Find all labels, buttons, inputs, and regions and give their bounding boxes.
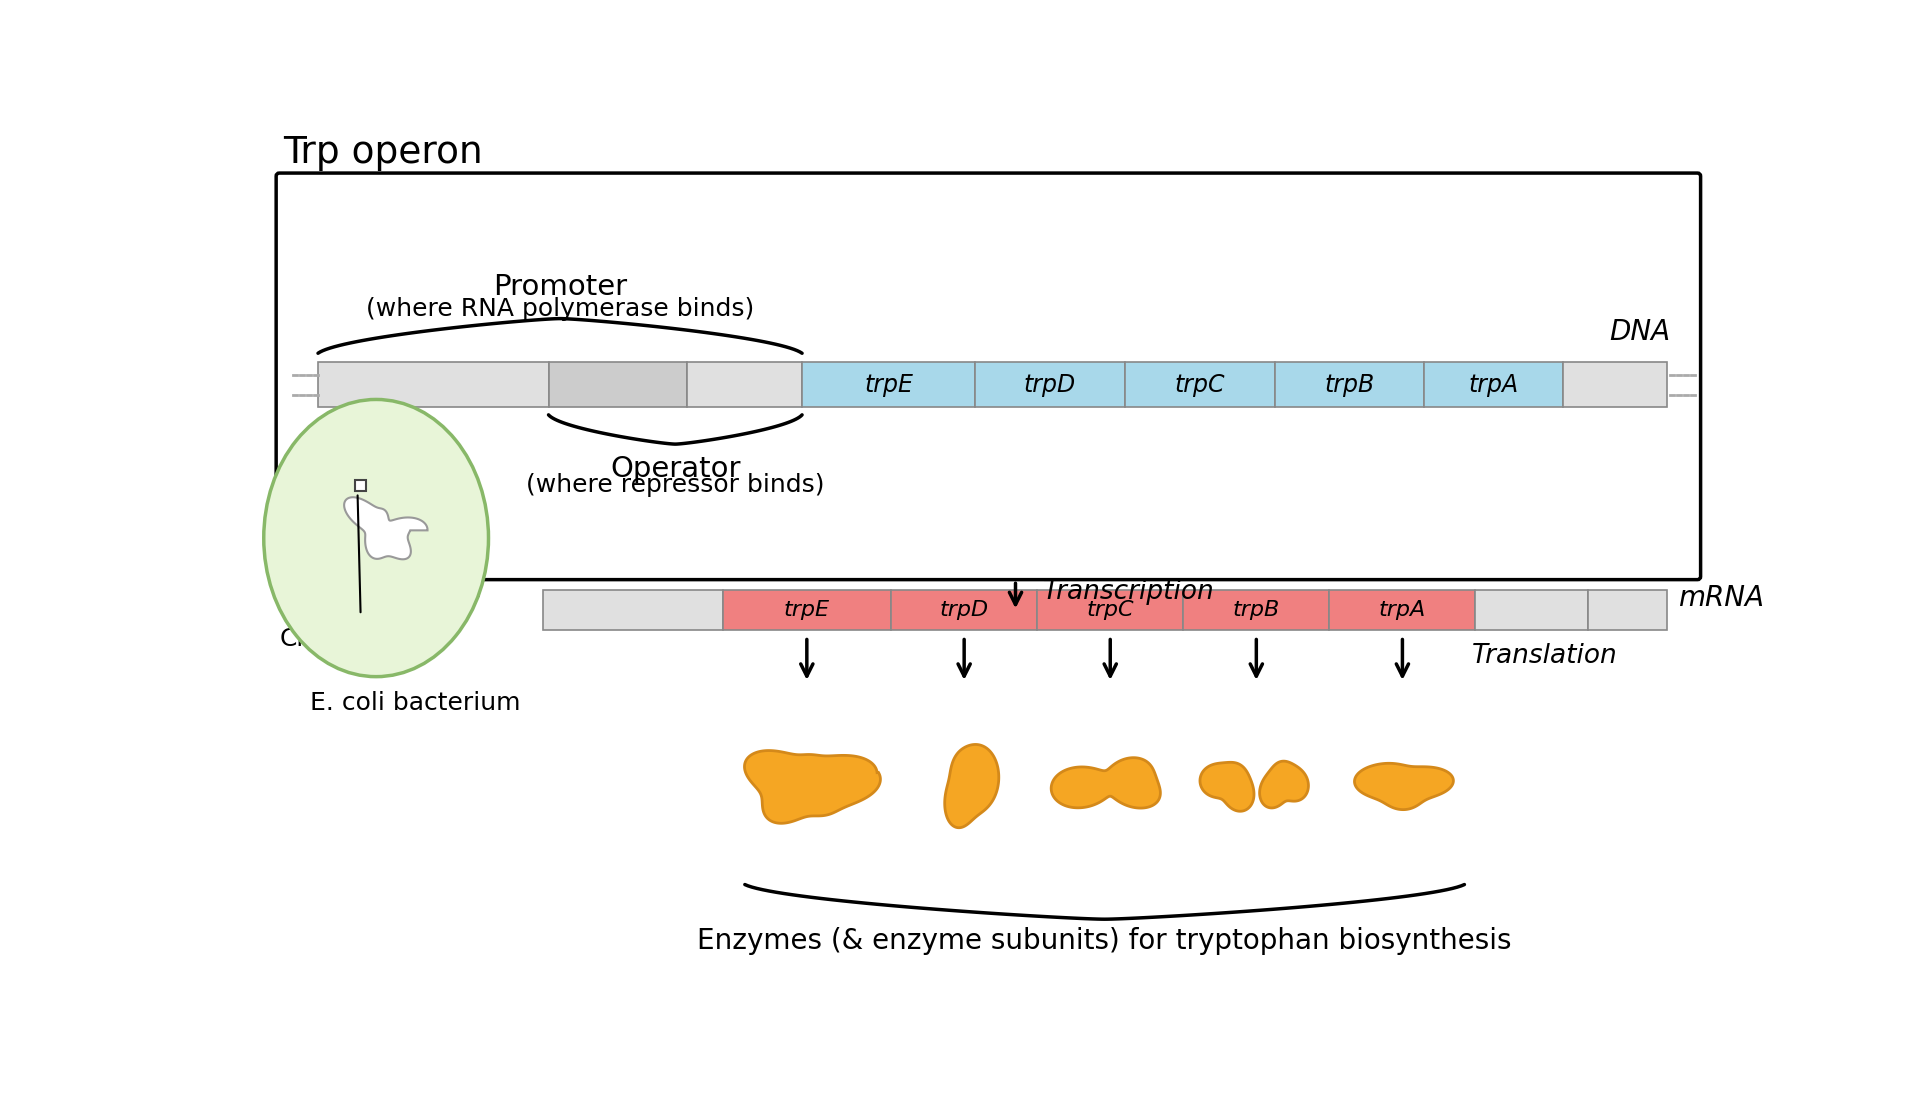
Polygon shape bbox=[344, 497, 427, 560]
Text: Translation: Translation bbox=[1471, 643, 1617, 669]
Text: Trp operon: Trp operon bbox=[283, 135, 483, 171]
Bar bbox=[1586, 591, 1665, 630]
Polygon shape bbox=[944, 745, 998, 827]
Text: trpA: trpA bbox=[1467, 372, 1517, 397]
Text: Chromosome: Chromosome bbox=[279, 627, 444, 650]
Text: trpD: trpD bbox=[938, 601, 988, 620]
Text: trpB: trpB bbox=[1323, 372, 1373, 397]
Text: Operator: Operator bbox=[610, 455, 740, 483]
Bar bbox=[1423, 362, 1561, 407]
Bar bbox=[1475, 591, 1586, 630]
Text: (where repressor binds): (where repressor binds) bbox=[525, 474, 825, 497]
Text: trpE: trpE bbox=[863, 372, 913, 397]
Text: trpA: trpA bbox=[1379, 601, 1425, 620]
Text: Enzymes (& enzyme subunits) for tryptophan biosynthesis: Enzymes (& enzyme subunits) for tryptoph… bbox=[696, 927, 1511, 954]
Text: trpD: trpD bbox=[1023, 372, 1075, 397]
Bar bbox=[548, 362, 687, 407]
Polygon shape bbox=[1260, 762, 1308, 808]
Bar bbox=[1183, 591, 1329, 630]
Bar bbox=[1036, 591, 1183, 630]
Bar bbox=[975, 362, 1125, 407]
Ellipse shape bbox=[263, 399, 488, 677]
Bar bbox=[890, 591, 1036, 630]
Text: trpC: trpC bbox=[1173, 372, 1225, 397]
Text: trpB: trpB bbox=[1233, 601, 1279, 620]
Bar bbox=[1329, 591, 1475, 630]
Bar bbox=[356, 481, 365, 491]
Text: Transcription: Transcription bbox=[1042, 579, 1213, 605]
Text: trpC: trpC bbox=[1086, 601, 1133, 620]
Text: E. coli bacterium: E. coli bacterium bbox=[310, 690, 521, 715]
Bar bbox=[317, 362, 548, 407]
Bar bbox=[687, 362, 802, 407]
Polygon shape bbox=[1354, 764, 1452, 809]
Polygon shape bbox=[744, 750, 881, 823]
Text: (where RNA polymerase binds): (where RNA polymerase binds) bbox=[365, 297, 754, 321]
FancyBboxPatch shape bbox=[277, 173, 1700, 580]
Bar bbox=[542, 591, 723, 630]
Text: DNA: DNA bbox=[1608, 318, 1669, 346]
Bar bbox=[802, 362, 975, 407]
Text: trpE: trpE bbox=[783, 601, 829, 620]
Bar bbox=[1273, 362, 1423, 407]
Text: mRNA: mRNA bbox=[1677, 584, 1763, 612]
Polygon shape bbox=[1050, 758, 1160, 808]
Bar bbox=[1125, 362, 1273, 407]
Bar bbox=[1561, 362, 1665, 407]
Bar bbox=[723, 591, 890, 630]
Polygon shape bbox=[1200, 763, 1254, 812]
Text: Promoter: Promoter bbox=[492, 273, 627, 301]
